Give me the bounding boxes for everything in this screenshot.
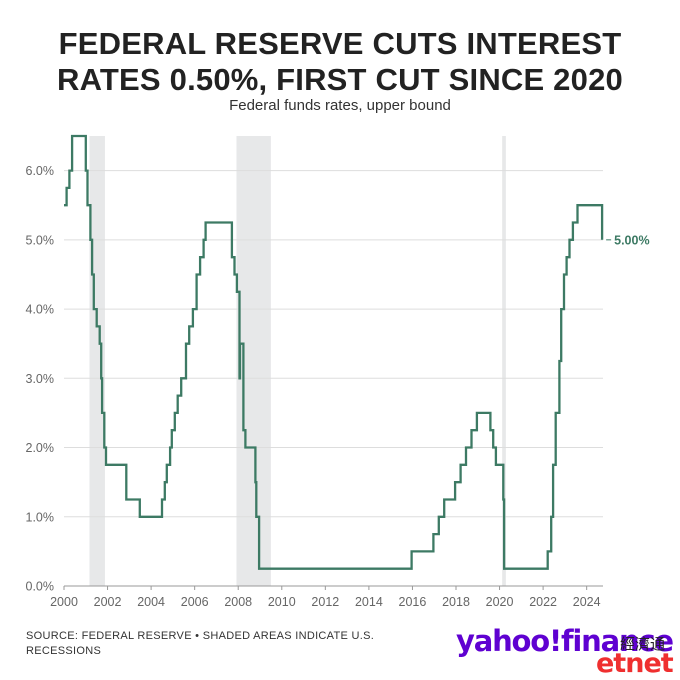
x-tick-label: 2020 [486, 595, 514, 609]
x-tick-label: 2018 [442, 595, 470, 609]
x-tick-label: 2008 [224, 595, 252, 609]
chart-title: FEDERAL RESERVE CUTS INTEREST RATES 0.50… [0, 26, 680, 98]
yahoo-finance-logo: yahoo!finance [456, 624, 674, 658]
x-tick-label: 2006 [181, 595, 209, 609]
y-tick-label: 1.0% [26, 510, 55, 524]
x-tick-label: 2002 [94, 595, 122, 609]
y-tick-label: 0.0% [26, 580, 55, 594]
y-tick-label: 3.0% [26, 372, 55, 386]
x-tick-label: 2014 [355, 595, 383, 609]
x-tick-label: 2000 [50, 595, 78, 609]
source-line-2: RECESSIONS [26, 645, 102, 657]
x-axis: 2000 2002 2004 2006 2008 2010 2012 2014 2016 2018… [50, 585, 603, 609]
chart-subtitle: Federal funds rates, upper bound [229, 97, 451, 114]
y-tick-label: 4.0% [26, 303, 55, 317]
x-tick-label: 2012 [311, 595, 339, 609]
recession-bands [89, 136, 506, 586]
recession-band-0 [89, 136, 105, 586]
recession-band-1 [236, 136, 271, 586]
x-tick-label: 2016 [399, 595, 427, 609]
source-note: SOURCE: FEDERAL RESERVE • SHADED AREAS I… [26, 629, 416, 659]
y-tick-label: 6.0% [26, 164, 55, 178]
chart-area: 0.0%1.0%2.0%3.0%4.0%5.0%6.0% 2000 2002 200… [26, 134, 650, 609]
recession-band-2 [502, 136, 506, 586]
etnet-watermark: etnet [596, 648, 674, 679]
y-tick-label: 2.0% [26, 441, 55, 455]
x-tick-label: 2022 [529, 595, 557, 609]
end-value-label: 5.00% [614, 233, 649, 247]
etnet-chinese-watermark: 經濟通 [620, 636, 666, 653]
gridlines [64, 170, 603, 518]
x-tick-label: 2004 [137, 595, 165, 609]
chart-title-line-1: FEDERAL RESERVE CUTS INTEREST [58, 26, 622, 61]
source-line-1: SOURCE: FEDERAL RESERVE • SHADED AREAS I… [26, 630, 375, 642]
series-layer: 5.00% [64, 134, 650, 570]
series-line-0 [64, 134, 604, 570]
x-tick-label: 2024 [573, 595, 601, 609]
y-tick-label: 5.0% [26, 233, 55, 247]
y-axis: 0.0% 1.0% 2.0% 3.0% 4.0% 5.0% 6.0% [26, 164, 55, 593]
x-tick-label: 2010 [268, 595, 296, 609]
chart-title-line-2: RATES 0.50%, FIRST CUT SINCE 2020 [57, 62, 623, 97]
